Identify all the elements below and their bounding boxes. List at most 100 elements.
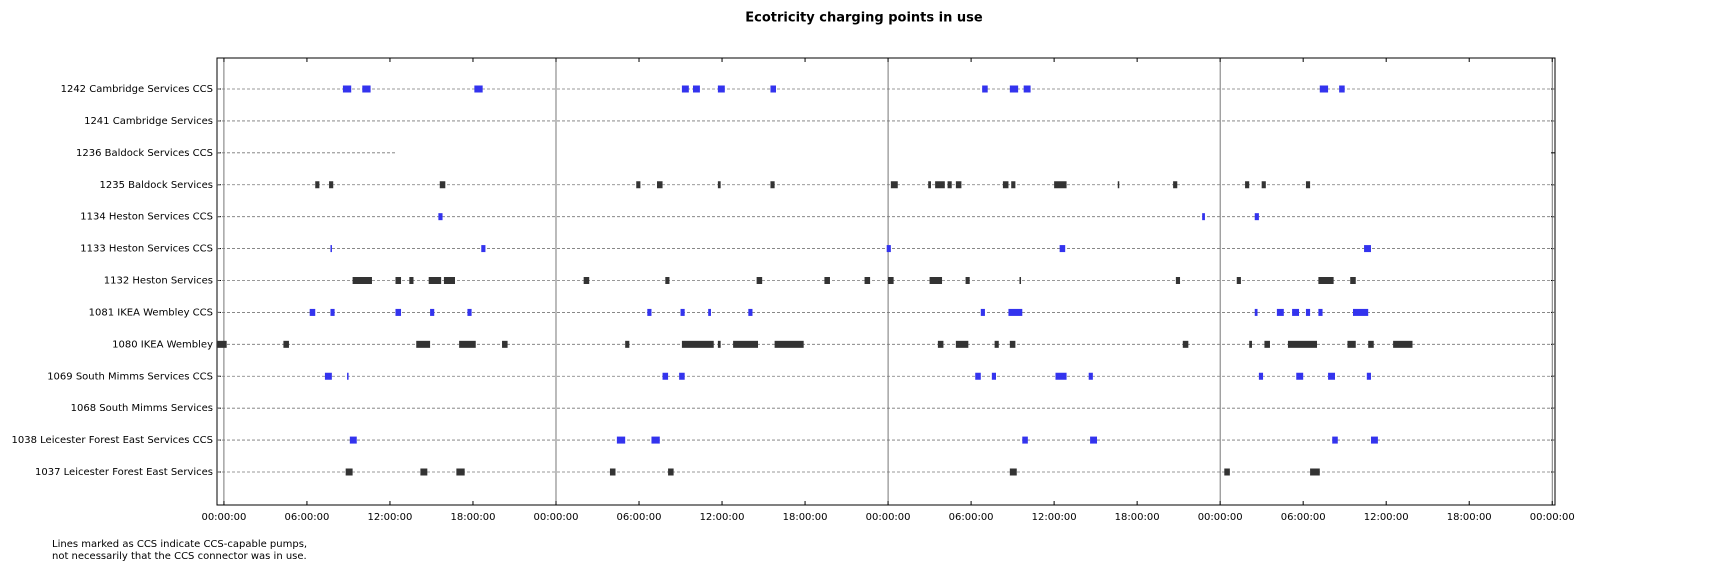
session-bar	[681, 85, 689, 93]
plot-frame	[216, 57, 1556, 506]
session-bar	[609, 468, 616, 476]
session-bar	[439, 181, 446, 189]
session-bar	[430, 308, 435, 316]
session-bar	[1173, 181, 1178, 189]
y-tick-label: 1236 Baldock Services CCS	[76, 148, 213, 159]
session-bar	[888, 277, 894, 284]
session-bar	[1287, 340, 1318, 348]
y-tick-label: 1134 Heston Services CCS	[80, 212, 213, 223]
session-bar	[665, 277, 670, 284]
x-tick-label: 18:00:00	[1447, 512, 1492, 523]
x-tick-label: 00:00:00	[1530, 512, 1575, 523]
session-bar	[1261, 181, 1266, 189]
y-tick-label: 1241 Cambridge Services	[84, 116, 213, 127]
session-bar	[647, 308, 652, 316]
y-tick-label: 1069 South Mimms Services CCS	[47, 371, 213, 382]
session-bar	[748, 308, 753, 316]
session-bar	[1350, 277, 1356, 284]
session-bar	[1318, 277, 1334, 284]
session-bar	[1296, 372, 1304, 380]
session-bar	[955, 181, 962, 189]
session-bar	[636, 181, 641, 189]
session-bar	[1292, 308, 1300, 316]
session-bar	[1276, 308, 1284, 316]
session-bar	[459, 340, 476, 348]
session-bar	[1023, 85, 1031, 93]
session-bar	[965, 277, 970, 284]
session-bar	[1366, 372, 1371, 380]
x-tick-label: 18:00:00	[1115, 512, 1160, 523]
session-bar	[680, 308, 685, 316]
session-bar	[1009, 468, 1017, 476]
session-bar	[1090, 436, 1098, 444]
session-bar	[1249, 340, 1252, 348]
session-bar	[717, 181, 721, 189]
x-tick-label: 12:00:00	[1032, 512, 1077, 523]
session-bar	[1009, 340, 1016, 348]
session-bar	[583, 277, 590, 284]
session-bar	[947, 181, 952, 189]
session-bar	[395, 277, 402, 284]
session-bar	[352, 277, 372, 284]
session-bar	[217, 340, 227, 348]
session-bar	[330, 245, 332, 253]
session-bar	[937, 340, 944, 348]
session-bar	[692, 85, 700, 93]
session-bar	[438, 213, 443, 221]
session-bar	[362, 85, 371, 93]
session-bar	[329, 181, 334, 189]
session-bar	[395, 308, 402, 316]
y-tick-label: 1038 Leicester Forest East Services CCS	[12, 435, 213, 446]
session-bar	[717, 340, 721, 348]
session-bar	[1254, 213, 1259, 221]
session-bar	[409, 277, 414, 284]
session-bar	[1245, 181, 1250, 189]
x-tick-label: 06:00:00	[949, 512, 994, 523]
session-bar	[1258, 372, 1264, 380]
note-line: Lines marked as CCS indicate CCS-capable…	[52, 539, 307, 550]
session-bar	[1055, 372, 1067, 380]
session-bar	[315, 181, 320, 189]
x-tick-label: 18:00:00	[451, 512, 496, 523]
session-bar	[1059, 245, 1066, 253]
session-bar	[1328, 372, 1335, 380]
session-bar	[679, 372, 685, 380]
x-tick-label: 00:00:00	[201, 512, 246, 523]
session-bar	[1305, 181, 1311, 189]
session-bar	[481, 245, 486, 253]
session-bar	[1236, 277, 1241, 284]
session-bar	[774, 340, 804, 348]
session-bar	[1264, 340, 1270, 348]
y-tick-label: 1080 IKEA Wembley	[112, 339, 213, 350]
y-tick-label: 1081 IKEA Wembley CCS	[89, 307, 213, 318]
session-bar	[1370, 436, 1378, 444]
session-bar	[345, 468, 353, 476]
session-bar	[733, 340, 759, 348]
session-bar	[324, 372, 332, 380]
session-bar	[1319, 85, 1329, 93]
session-bar	[756, 277, 763, 284]
session-bar	[717, 85, 725, 93]
session-bar	[1224, 468, 1230, 476]
session-bar	[955, 340, 969, 348]
session-bar	[1368, 340, 1374, 348]
session-bar	[1347, 340, 1356, 348]
y-tick-label: 1235 Baldock Services	[100, 180, 214, 191]
session-bar	[502, 340, 508, 348]
session-bar	[928, 181, 931, 189]
session-bar	[1339, 85, 1345, 93]
session-bar	[1117, 181, 1120, 189]
x-tick-label: 00:00:00	[1198, 512, 1243, 523]
session-bar	[1310, 468, 1320, 476]
y-tick-label: 1242 Cambridge Services CCS	[61, 84, 213, 95]
session-bar	[657, 181, 663, 189]
x-tick-label: 12:00:00	[367, 512, 412, 523]
session-bar	[330, 308, 335, 316]
session-bar	[770, 181, 775, 189]
x-tick-label: 00:00:00	[534, 512, 579, 523]
session-bar	[1305, 308, 1311, 316]
session-bar	[980, 308, 985, 316]
session-bar	[1175, 277, 1181, 284]
session-bar	[708, 308, 711, 316]
